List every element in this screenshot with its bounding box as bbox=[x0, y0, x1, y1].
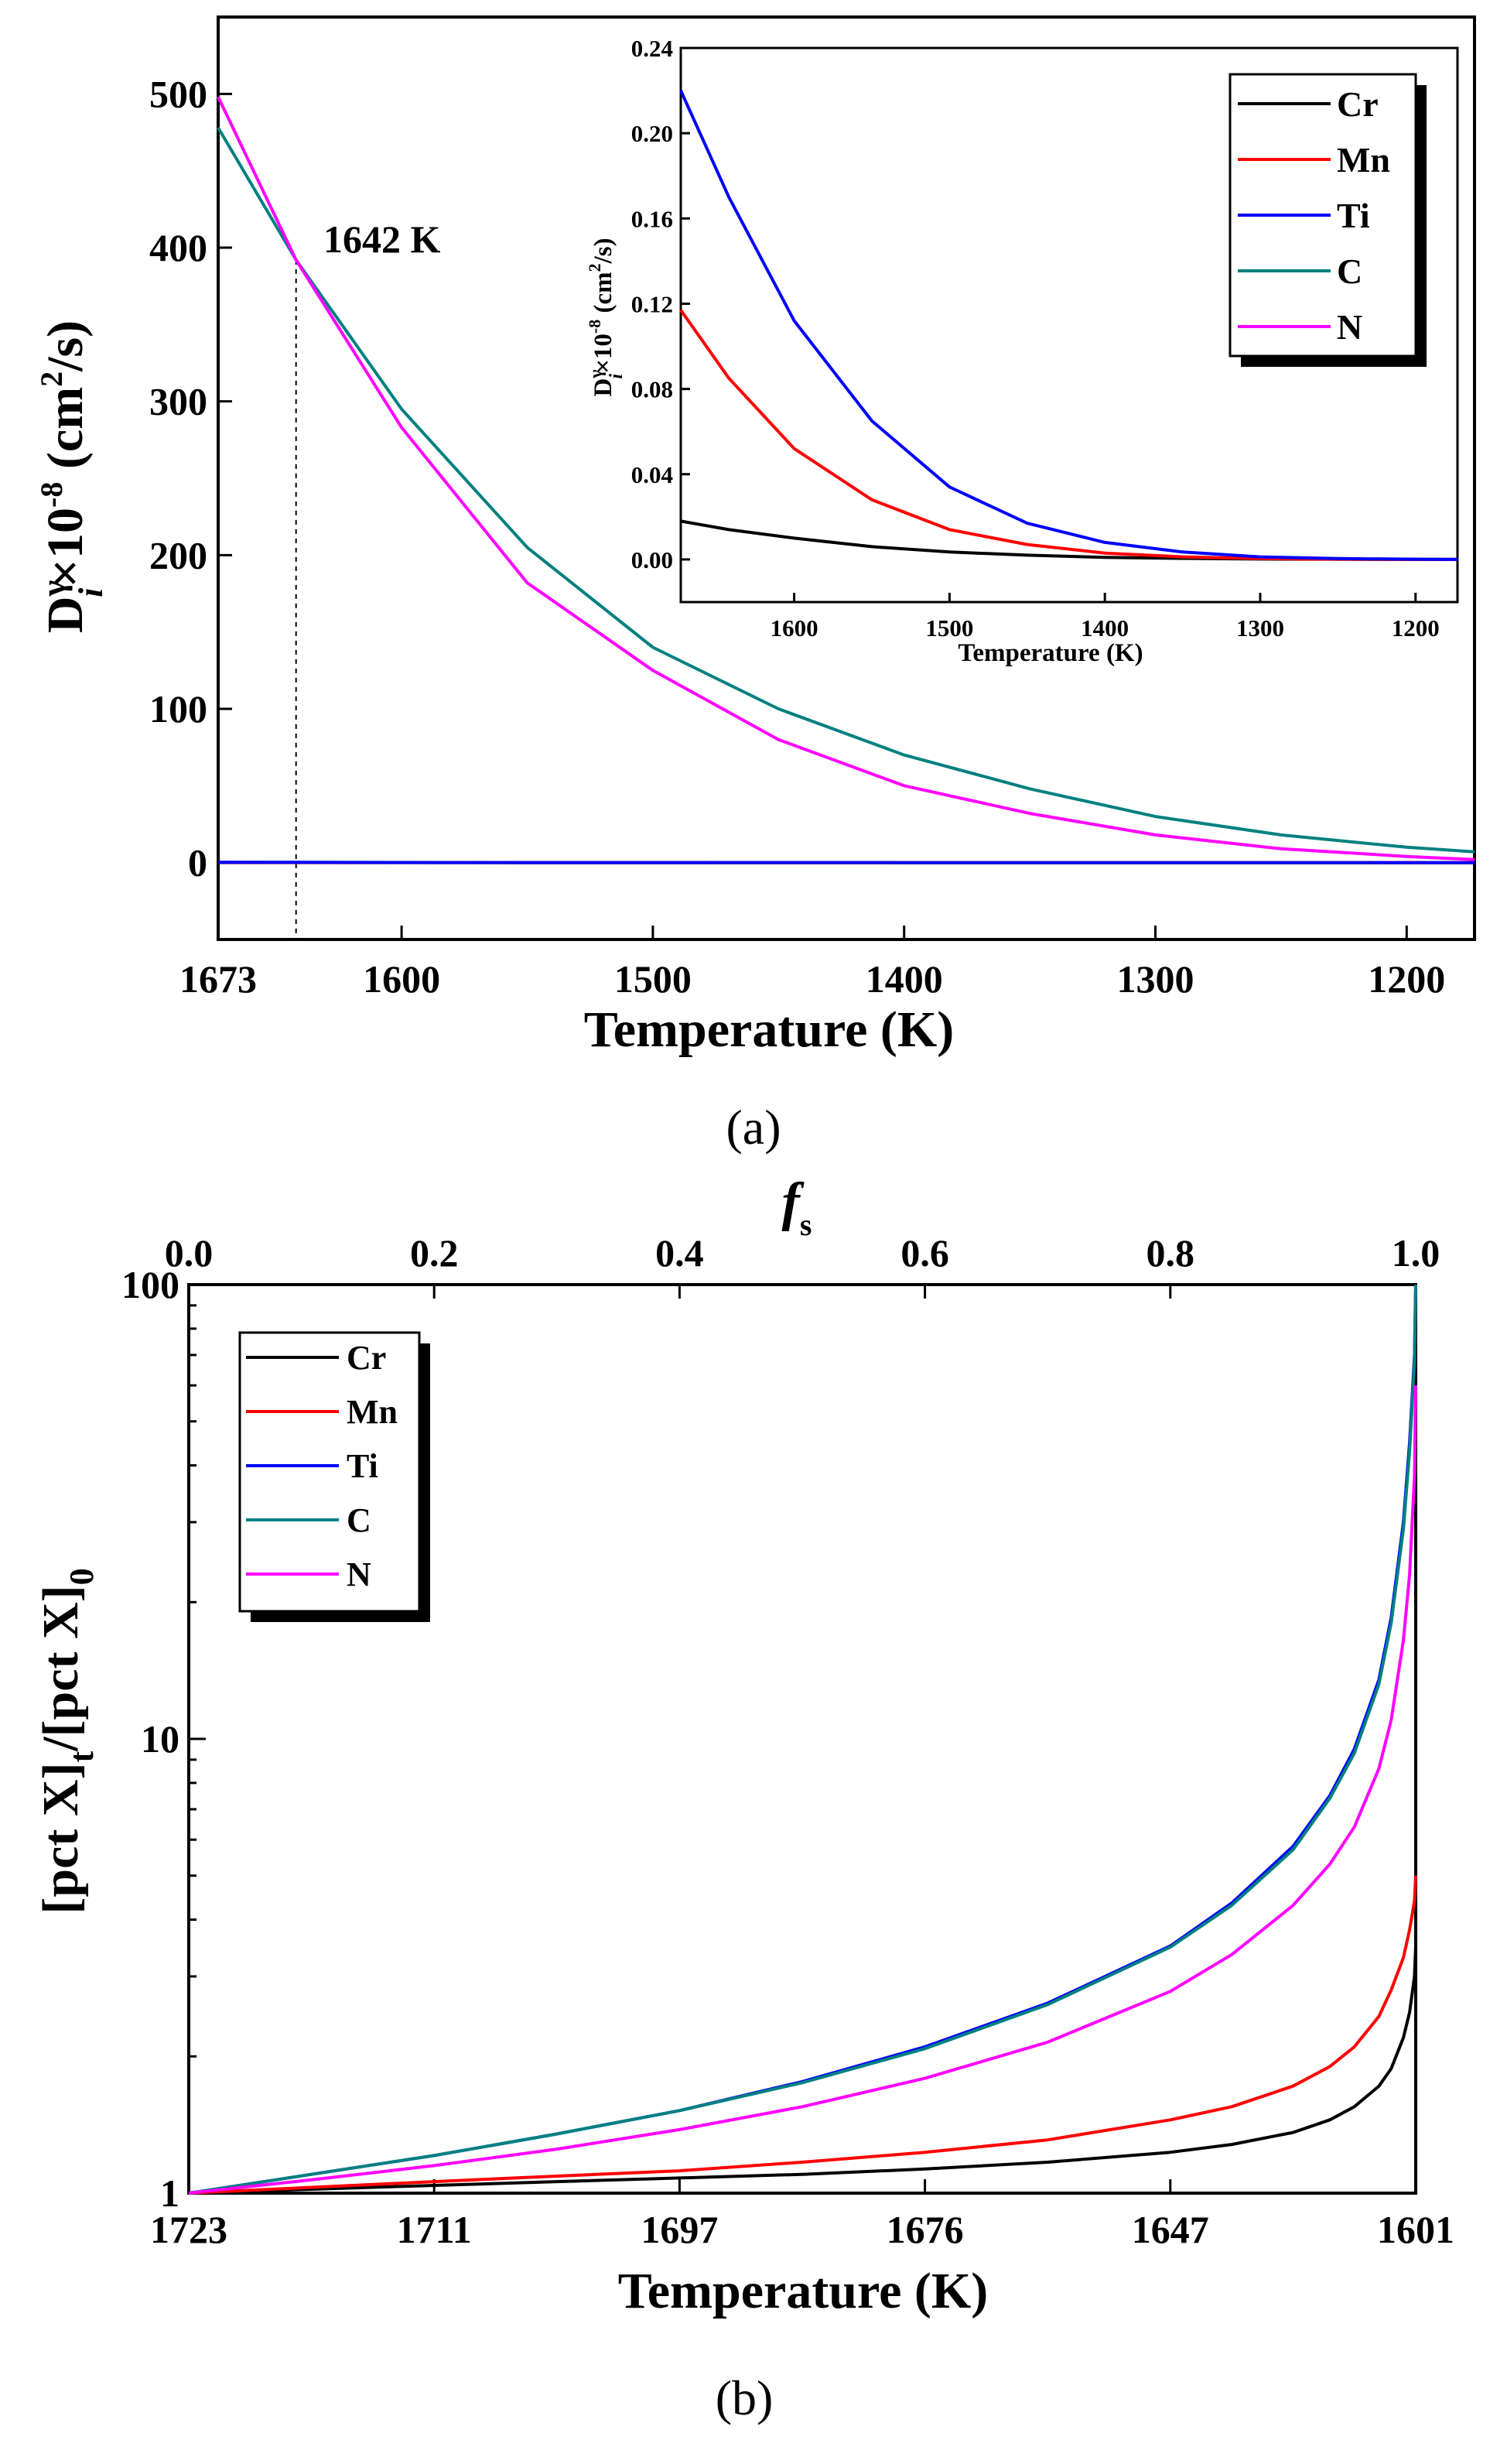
a-series-n bbox=[217, 96, 1475, 861]
inset-plot-frame bbox=[679, 46, 1459, 604]
inset-y-tick-label-2: 0.08 bbox=[631, 376, 673, 403]
b-y-tick-label-0: 1 bbox=[160, 2171, 179, 2215]
b-series-mn bbox=[188, 1875, 1417, 2195]
a-y-tick-label-3: 300 bbox=[149, 380, 207, 423]
annotation-1642k: 1642 K bbox=[323, 217, 441, 261]
b-y-tick-label-1: 10 bbox=[141, 1717, 179, 1761]
inset-legend-label-ti: Ti bbox=[1337, 196, 1370, 235]
panel-a-series bbox=[217, 96, 1475, 864]
inset-x-tick-label-0: 1600 bbox=[771, 614, 818, 642]
a-series-c bbox=[217, 126, 1475, 854]
panel-b-series bbox=[188, 1284, 1417, 2195]
b-y-tick-label-2: 100 bbox=[121, 1263, 179, 1306]
b-top-tick-label-4: 0.8 bbox=[1146, 1231, 1195, 1275]
inset-legend-label-c: C bbox=[1337, 252, 1362, 291]
inset-x-tick-label-2: 1400 bbox=[1081, 614, 1129, 642]
b-legend-label-cr: Cr bbox=[347, 1339, 386, 1377]
inset-x-tick-label-4: 1200 bbox=[1392, 614, 1440, 642]
b-top-tick-label-5: 1.0 bbox=[1392, 1231, 1440, 1275]
inset-y-tick-label-3: 0.12 bbox=[631, 290, 673, 317]
panel-a-y-axis-title: Dγi×10-8 (cm2/s) bbox=[34, 320, 110, 633]
inset-y-tick-label-1: 0.04 bbox=[631, 461, 673, 488]
inset-legend-label-mn: Mn bbox=[1337, 140, 1390, 180]
b-top-tick-label-0: 0.0 bbox=[165, 1231, 214, 1275]
inset-y-tick-label-0: 0.00 bbox=[631, 546, 673, 573]
inset-legend-label-cr: Cr bbox=[1337, 84, 1379, 124]
b-legend-label-ti: Ti bbox=[347, 1447, 378, 1485]
a-y-tick-label-4: 400 bbox=[149, 226, 207, 269]
b-x-tick-label-0: 1723 bbox=[150, 2208, 227, 2251]
b-x-tick-label-2: 1697 bbox=[641, 2208, 718, 2251]
svg-text:fs: fs bbox=[782, 1172, 812, 1242]
inset-series-cr bbox=[680, 519, 1457, 561]
b-series-cr bbox=[188, 1946, 1417, 2195]
a-x-tick-label-0: 1673 bbox=[179, 957, 257, 1001]
b-x-tick-label-3: 1676 bbox=[887, 2208, 964, 2251]
inset-legend-label-n: N bbox=[1337, 307, 1362, 347]
panel-b-y-axis-title: [pct X]t/[pct X]0 bbox=[32, 1568, 101, 1914]
a-x-tick-label-5: 1200 bbox=[1368, 957, 1445, 1001]
a-x-tick-label-2: 1500 bbox=[614, 957, 692, 1001]
b-x-tick-label-5: 1601 bbox=[1377, 2208, 1454, 2251]
inset-tick-labels: 1600 1500 1400 1300 1200 0.00 0.04 0.08 0.12 0.16… bbox=[631, 35, 1440, 642]
panel-a-ticks bbox=[217, 92, 1408, 939]
panel-a-plot-frame bbox=[217, 15, 1476, 941]
a-x-tick-label-3: 1400 bbox=[866, 957, 943, 1001]
a-y-tick-label-0: 0 bbox=[188, 841, 207, 885]
b-legend-label-mn: Mn bbox=[347, 1393, 398, 1431]
panel-b-legend: Cr Mn Ti CN bbox=[238, 1331, 430, 1622]
inset-legend: Cr Mn Ti CN bbox=[1228, 73, 1427, 367]
inset-y-axis-title: Dγi×10-8 (cm2/s) bbox=[585, 238, 627, 396]
b-legend-label-n: N bbox=[347, 1555, 371, 1593]
inset-chart: 1600 1500 1400 1300 1200 0.00 0.04 0.08 0.12 0.16… bbox=[585, 35, 1459, 667]
b-legend-label-c: C bbox=[347, 1501, 371, 1539]
b-series-c bbox=[188, 1284, 1417, 2195]
inset-y-tick-label-4: 0.16 bbox=[631, 205, 673, 232]
panel-b-chart: 1723 1711 1697 1676 1647 1601 0.0 0.2 0.4 0.6 0.8 1… bbox=[32, 1172, 1454, 2425]
svg-text:Dγi×10-8 (cm2/s): Dγi×10-8 (cm2/s) bbox=[585, 238, 627, 396]
b-top-tick-label-1: 0.2 bbox=[410, 1231, 459, 1275]
panel-a-caption: (a) bbox=[726, 1100, 781, 1155]
panel-b-tick-labels: 1723 1711 1697 1676 1647 1601 0.0 0.2 0.4 0.6 0.8 1… bbox=[121, 1231, 1454, 2251]
b-series-n bbox=[188, 1385, 1417, 2195]
svg-text:Dγi×10-8 (cm2/s): Dγi×10-8 (cm2/s) bbox=[34, 320, 110, 633]
panel-b-x-axis-title: Temperature (K) bbox=[618, 2263, 988, 2319]
inset-series-ti bbox=[679, 90, 1458, 561]
a-y-tick-label-2: 200 bbox=[149, 533, 207, 577]
panel-a-tick-labels: 1673 1600 1500 1400 1300 1200 0 100 200 300 400 500 bbox=[149, 72, 1445, 1001]
b-top-tick-label-3: 0.6 bbox=[900, 1231, 949, 1275]
a-y-tick-label-1: 100 bbox=[149, 687, 207, 731]
panel-a-chart: 1673 1600 1500 1400 1300 1200 0 100 200 300 400 500… bbox=[34, 15, 1476, 1155]
inset-x-tick-label-3: 1300 bbox=[1236, 614, 1284, 642]
svg-text:[pct X]t/[pct X]0: [pct X]t/[pct X]0 bbox=[32, 1568, 101, 1914]
inset-y-tick-label-6: 0.24 bbox=[631, 35, 673, 62]
panel-b-legend-box bbox=[238, 1331, 421, 1613]
inset-ticks bbox=[681, 46, 1417, 602]
inset-series bbox=[679, 90, 1458, 561]
inset-x-tick-label-1: 1500 bbox=[925, 614, 973, 642]
panel-b-caption: (b) bbox=[716, 2370, 774, 2425]
a-series-ti bbox=[217, 861, 1475, 864]
b-top-tick-label-2: 0.4 bbox=[655, 1231, 704, 1275]
a-y-tick-label-5: 500 bbox=[149, 72, 207, 115]
a-x-tick-label-4: 1300 bbox=[1117, 957, 1194, 1001]
b-x-tick-label-1: 1711 bbox=[397, 2208, 472, 2251]
a-x-tick-label-1: 1600 bbox=[363, 957, 440, 1001]
inset-x-axis-title: Temperature (K) bbox=[958, 639, 1143, 667]
panel-b-top-axis-title: fs bbox=[782, 1172, 812, 1242]
inset-y-tick-label-5: 0.20 bbox=[631, 120, 673, 147]
panel-a-x-axis-title: Temperature (K) bbox=[584, 1001, 954, 1058]
b-x-tick-label-4: 1647 bbox=[1132, 2208, 1209, 2251]
